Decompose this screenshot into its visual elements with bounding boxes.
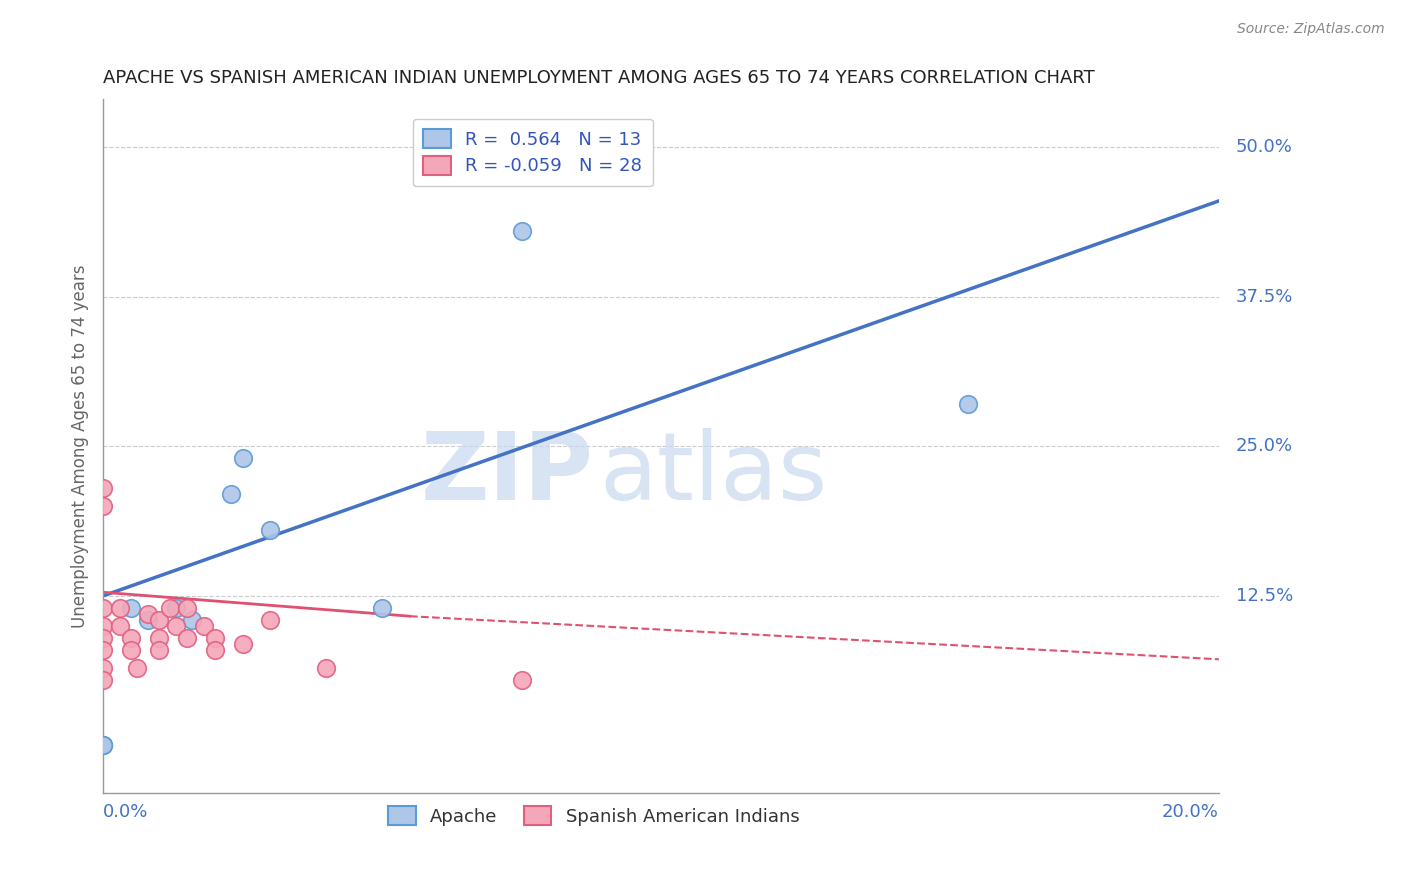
Point <box>136 607 159 621</box>
Point <box>371 600 394 615</box>
Point <box>176 631 198 645</box>
Point <box>91 661 114 675</box>
Point <box>120 631 142 645</box>
Point <box>108 619 131 633</box>
Point <box>125 661 148 675</box>
Point <box>91 631 114 645</box>
Point <box>193 619 215 633</box>
Point <box>221 487 243 501</box>
Point <box>510 224 533 238</box>
Legend: Apache, Spanish American Indians: Apache, Spanish American Indians <box>381 799 807 833</box>
Point <box>91 642 114 657</box>
Point <box>91 739 114 753</box>
Text: atlas: atlas <box>599 428 828 520</box>
Point <box>91 673 114 687</box>
Point <box>204 631 226 645</box>
Point <box>510 673 533 687</box>
Text: 20.0%: 20.0% <box>1161 803 1219 821</box>
Y-axis label: Unemployment Among Ages 65 to 74 years: Unemployment Among Ages 65 to 74 years <box>72 265 89 628</box>
Text: APACHE VS SPANISH AMERICAN INDIAN UNEMPLOYMENT AMONG AGES 65 TO 74 YEARS CORRELA: APACHE VS SPANISH AMERICAN INDIAN UNEMPL… <box>103 69 1095 87</box>
Point <box>108 600 131 615</box>
Point <box>165 600 187 615</box>
Point <box>315 661 337 675</box>
Point <box>91 619 114 633</box>
Text: ZIP: ZIP <box>422 428 595 520</box>
Point <box>165 619 187 633</box>
Point <box>148 613 170 627</box>
Point <box>91 481 114 495</box>
Text: Source: ZipAtlas.com: Source: ZipAtlas.com <box>1237 22 1385 37</box>
Point <box>120 642 142 657</box>
Text: 12.5%: 12.5% <box>1236 587 1294 605</box>
Point <box>91 739 114 753</box>
Point <box>176 600 198 615</box>
Point <box>148 631 170 645</box>
Point <box>148 642 170 657</box>
Text: 0.0%: 0.0% <box>103 803 149 821</box>
Point <box>91 739 114 753</box>
Point <box>136 613 159 627</box>
Point <box>120 600 142 615</box>
Point <box>181 613 204 627</box>
Text: 25.0%: 25.0% <box>1236 437 1292 455</box>
Point <box>159 600 181 615</box>
Point <box>91 600 114 615</box>
Point <box>232 637 254 651</box>
Point <box>259 523 281 537</box>
Point <box>204 642 226 657</box>
Text: 50.0%: 50.0% <box>1236 138 1292 156</box>
Text: 37.5%: 37.5% <box>1236 287 1294 306</box>
Point <box>259 613 281 627</box>
Point <box>956 397 979 411</box>
Point <box>232 451 254 466</box>
Point <box>91 499 114 513</box>
